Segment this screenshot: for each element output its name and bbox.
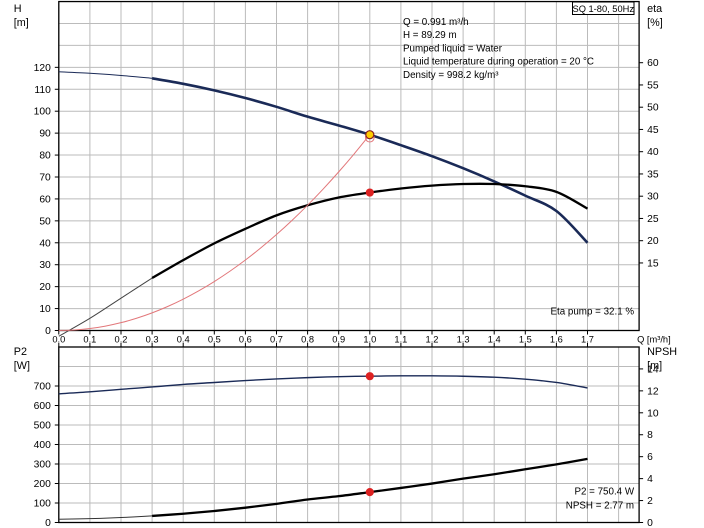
svg-text:[W]: [W] (14, 360, 30, 372)
svg-text:10: 10 (647, 408, 659, 419)
svg-text:H = 89.29 m: H = 89.29 m (403, 30, 457, 41)
svg-text:55: 55 (647, 80, 659, 91)
svg-text:700: 700 (34, 382, 51, 393)
svg-text:Liquid temperature during oper: Liquid temperature during operation = 20… (403, 57, 594, 68)
svg-text:Q [m³/h]: Q [m³/h] (637, 335, 671, 345)
svg-text:20: 20 (647, 236, 659, 247)
svg-text:6: 6 (647, 452, 653, 463)
svg-text:P2: P2 (14, 346, 27, 358)
svg-text:15: 15 (647, 258, 659, 269)
svg-text:[m]: [m] (647, 360, 662, 372)
svg-text:120: 120 (34, 63, 51, 74)
svg-text:80: 80 (39, 151, 51, 162)
svg-text:60: 60 (647, 58, 659, 69)
svg-text:[m]: [m] (14, 17, 29, 29)
svg-text:0: 0 (45, 518, 51, 528)
svg-text:45: 45 (647, 125, 659, 136)
svg-text:0: 0 (647, 518, 653, 528)
svg-text:40: 40 (39, 238, 51, 249)
svg-text:30: 30 (39, 260, 51, 271)
svg-text:NPSH = 2.77 m: NPSH = 2.77 m (566, 501, 634, 512)
svg-text:10: 10 (39, 304, 51, 315)
svg-text:SQ 1-80, 50Hz: SQ 1-80, 50Hz (573, 4, 635, 14)
svg-text:20: 20 (39, 282, 51, 293)
svg-text:2: 2 (647, 496, 653, 507)
svg-text:300: 300 (34, 460, 51, 471)
svg-text:12: 12 (647, 386, 659, 397)
svg-text:600: 600 (34, 401, 51, 412)
svg-text:Pumped liquid = Water: Pumped liquid = Water (403, 43, 503, 54)
svg-text:P2 = 750.4 W: P2 = 750.4 W (574, 487, 634, 498)
svg-text:30: 30 (647, 192, 659, 203)
svg-text:[%]: [%] (647, 17, 663, 29)
svg-text:110: 110 (34, 85, 51, 96)
svg-text:Eta pump = 32.1 %: Eta pump = 32.1 % (550, 307, 634, 318)
svg-text:50: 50 (647, 103, 659, 114)
svg-text:100: 100 (34, 107, 51, 118)
svg-text:500: 500 (34, 421, 51, 432)
svg-text:H: H (14, 3, 22, 15)
svg-text:70: 70 (39, 172, 51, 183)
svg-text:400: 400 (34, 440, 51, 451)
svg-text:25: 25 (647, 214, 659, 225)
svg-text:4: 4 (647, 474, 653, 485)
svg-text:Density = 998.2 kg/m³: Density = 998.2 kg/m³ (403, 70, 499, 81)
svg-text:8: 8 (647, 430, 653, 441)
svg-text:90: 90 (39, 129, 51, 140)
svg-text:eta: eta (647, 3, 662, 15)
svg-text:0: 0 (45, 326, 51, 337)
svg-text:NPSH: NPSH (647, 346, 677, 358)
svg-text:100: 100 (34, 499, 51, 510)
svg-text:60: 60 (39, 194, 51, 205)
svg-text:200: 200 (34, 479, 51, 490)
svg-text:Q = 0.991 m³/h: Q = 0.991 m³/h (403, 17, 469, 28)
svg-text:50: 50 (39, 216, 51, 227)
svg-text:35: 35 (647, 169, 659, 180)
svg-text:40: 40 (647, 147, 659, 158)
